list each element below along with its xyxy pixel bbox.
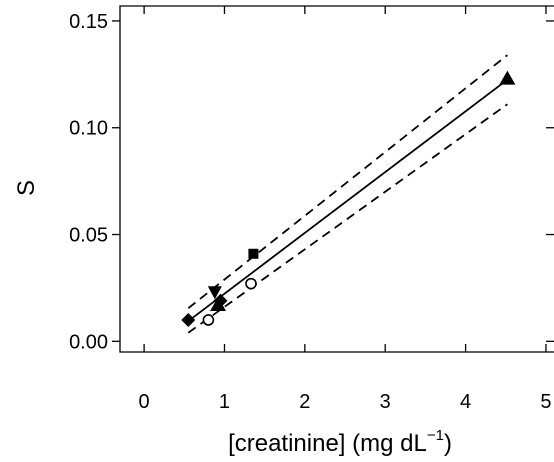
data-point-diamond bbox=[181, 312, 196, 327]
x-tick-label: 3 bbox=[380, 391, 391, 413]
data-point-square bbox=[248, 248, 259, 259]
x-tick-label: 2 bbox=[299, 391, 310, 413]
upper-confidence-line bbox=[187, 54, 508, 309]
y-tick-label: 0.05 bbox=[69, 225, 108, 247]
y-tick-label: 0.10 bbox=[69, 118, 108, 140]
y-tick-label: 0.00 bbox=[69, 331, 108, 353]
x-tick-label: 0 bbox=[139, 391, 150, 413]
x-axis-title-superscript: −1 bbox=[427, 427, 444, 444]
axis-layer: 0.00 0.05 0.10 0.15 0 1 2 3 4 5 bbox=[69, 5, 554, 413]
x-tick-label: 5 bbox=[540, 391, 551, 413]
data-point-circle bbox=[202, 314, 215, 326]
data-point-triangle-up bbox=[499, 70, 516, 85]
lower-confidence-line bbox=[187, 103, 508, 334]
x-axis-title: [creatinine] (mg dL−1) bbox=[228, 427, 452, 457]
marks-layer bbox=[181, 54, 516, 334]
x-axis-title-main: [creatinine] (mg dL bbox=[228, 430, 427, 457]
x-tick-label: 1 bbox=[219, 391, 230, 413]
data-point-triangle-up bbox=[210, 297, 227, 312]
y-tick-label: 0.15 bbox=[69, 11, 108, 33]
plot-frame bbox=[119, 5, 554, 353]
data-point-circle bbox=[245, 277, 257, 290]
data-point-triangle-down bbox=[207, 286, 222, 300]
x-axis-title-suffix: ) bbox=[444, 430, 452, 457]
x-tick-label: 4 bbox=[460, 391, 471, 413]
y-axis-title: S bbox=[13, 180, 40, 196]
fit-line bbox=[187, 78, 508, 322]
